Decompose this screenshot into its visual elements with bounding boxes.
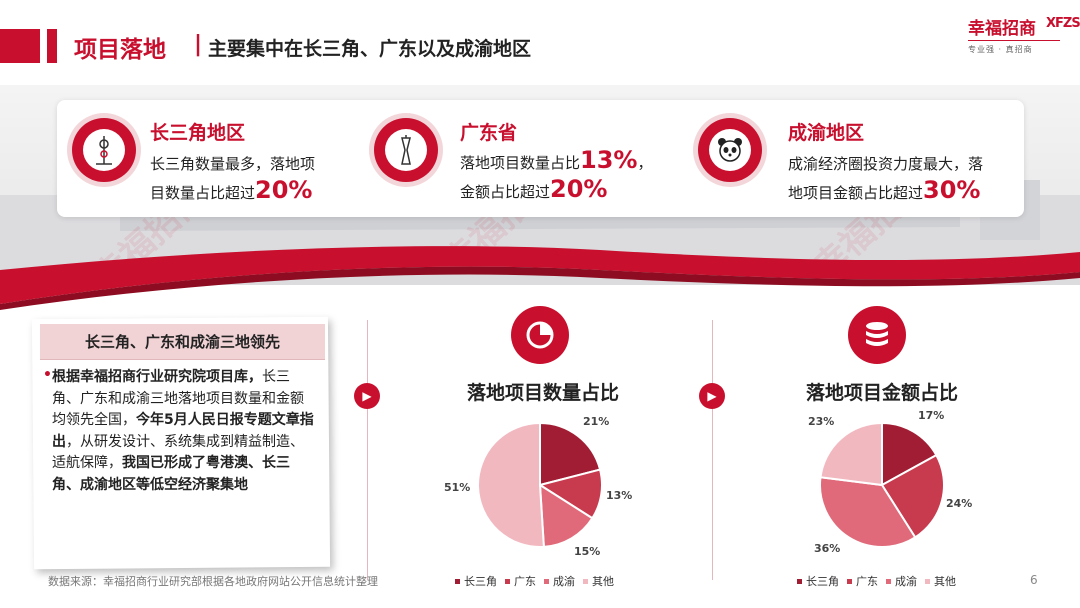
highlight-title: 广东省	[460, 122, 518, 144]
region-icon-badge	[72, 118, 136, 182]
page-subtitle: 主要集中在长三角、广东以及成渝地区	[208, 38, 532, 60]
chart-title: 落地项目金额占比	[806, 382, 959, 404]
pie-slice-长三角	[539, 421, 602, 487]
note-heading: 长三角、广东和成渝三地领先	[40, 324, 325, 360]
legend-item: 长三角	[797, 573, 839, 589]
pie-slice-长三角	[881, 421, 938, 487]
legend-item: 成渝	[544, 573, 575, 589]
brand-slogan: 专业强 · 真招商	[968, 45, 1033, 54]
highlight-percent: 20%	[550, 175, 608, 203]
tv-tower-icon	[96, 136, 112, 165]
pie-slice-其他	[819, 421, 883, 487]
divider-line	[712, 320, 713, 580]
pie-slice-其他	[477, 421, 545, 548]
red-wave-band	[0, 246, 1080, 310]
highlight-text: 长三角数量最多，落地项 目数量占比超过20%	[150, 155, 316, 204]
note-body: 根据幸福招商行业研究院项目库，长三角、广东和成渝三地落地项目数量和金额均领先全国…	[52, 369, 314, 493]
data-label: 36%	[814, 542, 841, 555]
highlight-text: 落地项目数量占比13%， 金额占比超过20%	[460, 146, 653, 203]
region-icon-badge	[698, 118, 762, 182]
brand-logo-name: 幸福招商	[968, 19, 1036, 39]
header-accent-bar	[0, 29, 40, 63]
data-source-note: 数据来源：幸福招商行业研究部根据各地政府网站公开信息统计整理	[48, 575, 378, 588]
coins-stack-icon	[848, 306, 906, 364]
region-icon-badge	[374, 118, 438, 182]
data-label: 17%	[918, 409, 945, 422]
header-accent-bar-small	[47, 29, 57, 63]
legend-item: 广东	[505, 573, 536, 589]
chart-title: 落地项目数量占比	[467, 382, 620, 404]
highlights-card	[57, 100, 1024, 217]
page-title: 项目落地	[74, 37, 166, 63]
arrow-right-icon: ▶	[354, 383, 380, 409]
data-label: 13%	[606, 489, 633, 502]
chart-legend: 长三角 广东 成渝 其他	[797, 573, 956, 589]
highlight-percent: 13%	[580, 146, 638, 174]
data-label: 21%	[583, 415, 610, 428]
legend-item: 广东	[847, 573, 878, 589]
brand-logo-mark: XFZS	[1046, 16, 1080, 31]
arrow-right-icon: ▶	[699, 383, 725, 409]
data-label: 51%	[444, 481, 471, 494]
pie-chart-amount	[819, 421, 945, 548]
highlight-title: 成渝地区	[788, 122, 865, 144]
data-label: 15%	[574, 545, 601, 558]
legend-item: 其他	[925, 573, 956, 589]
logo-divider	[968, 40, 1060, 41]
divider-line	[367, 320, 368, 580]
legend-item: 长三角	[455, 573, 497, 589]
pie-chart-quantity	[477, 421, 603, 548]
highlight-title: 长三角地区	[150, 122, 246, 144]
pie-slice-广东	[880, 453, 945, 539]
highlight-percent: 30%	[923, 176, 981, 204]
legend-item: 其他	[583, 573, 614, 589]
pie-slice-成渝	[538, 483, 594, 548]
title-separator: |	[194, 32, 203, 57]
legend-item: 成渝	[886, 573, 917, 589]
bullet-marker: •	[43, 367, 52, 383]
page-number: 6	[1030, 573, 1038, 587]
highlight-text: 成渝经济圈投资力度最大，落 地项目金额占比超过30%	[788, 155, 984, 204]
panda-icon	[718, 138, 742, 162]
data-label: 23%	[808, 415, 835, 428]
data-label: 24%	[946, 497, 973, 510]
pie-slice-成渝	[819, 476, 917, 548]
highlight-percent: 20%	[255, 176, 313, 204]
canton-tower-icon	[401, 135, 411, 165]
chart-legend: 长三角 广东 成渝 其他	[455, 573, 614, 589]
pie-chart-icon	[511, 306, 569, 364]
